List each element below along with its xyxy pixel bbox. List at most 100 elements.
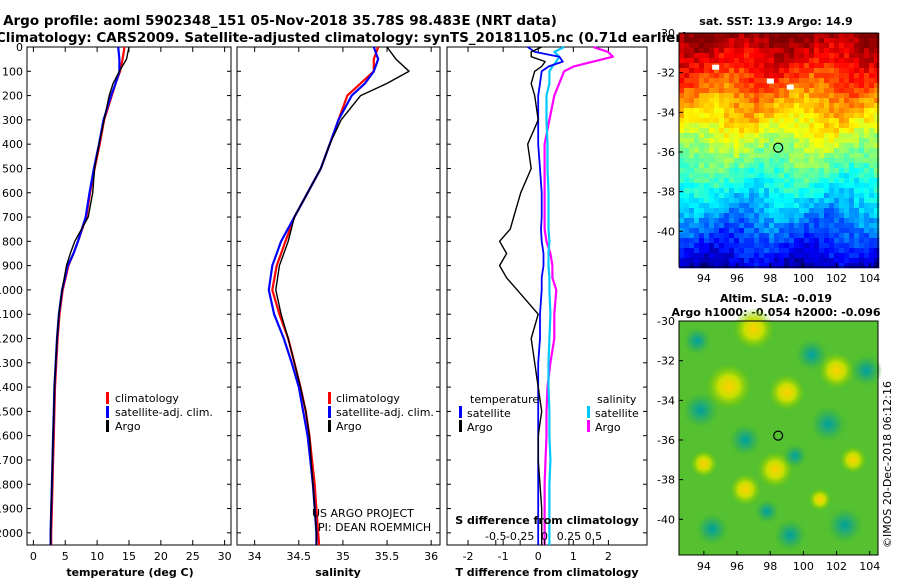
sst-cell <box>874 98 880 104</box>
sst-cell <box>869 123 875 129</box>
sst-cell <box>779 218 785 224</box>
sst-cell <box>844 103 850 109</box>
sst-cell <box>854 258 860 264</box>
sst-cell <box>804 238 810 244</box>
sst-cell <box>834 43 840 49</box>
sst-cell <box>824 208 830 214</box>
sst-cell <box>739 108 745 114</box>
sst-cell <box>844 128 850 134</box>
sst-cell <box>844 118 850 124</box>
sst-cell <box>829 43 835 49</box>
sst-cell <box>739 213 745 219</box>
sst-cell <box>694 53 700 59</box>
sst-cell <box>784 188 790 194</box>
sst-cell <box>864 38 870 44</box>
sst-cell <box>694 48 700 54</box>
sst-cell <box>744 178 750 184</box>
sst-cell <box>744 168 750 174</box>
sst-cell <box>829 113 835 119</box>
sst-cell <box>869 263 875 269</box>
sst-cell <box>794 58 800 64</box>
sst-cell <box>814 153 820 159</box>
sst-cell <box>749 103 755 109</box>
sst-cell <box>749 78 755 84</box>
sst-cell <box>789 93 795 99</box>
sst-cell <box>729 48 735 54</box>
sst-cell <box>779 143 785 149</box>
sst-cell <box>684 178 690 184</box>
sst-cell <box>689 138 695 144</box>
sst-cell <box>759 243 765 249</box>
sst-cell <box>719 238 725 244</box>
sst-cell <box>819 68 825 74</box>
sst-cell <box>719 53 725 59</box>
sst-cell <box>859 193 865 199</box>
sst-cell <box>749 128 755 134</box>
sst-cell <box>739 103 745 109</box>
sst-cell <box>739 48 745 54</box>
sst-cell <box>714 103 720 109</box>
sst-cell <box>739 248 745 254</box>
sst-cell <box>724 203 730 209</box>
sst-cell <box>844 138 850 144</box>
sst-cell <box>709 233 715 239</box>
sst-cell <box>734 228 740 234</box>
series-line-climatology <box>271 46 380 546</box>
sst-cell <box>754 68 760 74</box>
sst-cell <box>684 53 690 59</box>
sst-cell <box>784 88 790 94</box>
sst-cell <box>799 158 805 164</box>
sst-cell <box>779 223 785 229</box>
sst-cell <box>779 203 785 209</box>
sst-cell <box>779 33 785 39</box>
sst-cell <box>769 83 775 89</box>
sst-cell <box>734 258 740 264</box>
sla-high-anomaly <box>705 363 752 410</box>
sst-cell <box>859 253 865 259</box>
sst-cell <box>709 83 715 89</box>
sst-cell <box>714 203 720 209</box>
sst-cell <box>734 48 740 54</box>
sst-cell <box>784 78 790 84</box>
sst-cell <box>784 33 790 39</box>
sst-cell <box>759 228 765 234</box>
sst-cell <box>799 248 805 254</box>
sst-cell <box>709 263 715 269</box>
sst-cell <box>734 208 740 214</box>
sst-cell <box>804 163 810 169</box>
sst-cell <box>799 228 805 234</box>
sst-cell <box>759 198 765 204</box>
sst-cell <box>749 83 755 89</box>
sst-cell <box>699 228 705 234</box>
x-tick-label: 30 <box>218 550 232 563</box>
sst-cell <box>719 153 725 159</box>
sst-cell <box>744 98 750 104</box>
sst-cell <box>799 73 805 79</box>
sst-cell <box>684 93 690 99</box>
sst-cell <box>679 143 685 149</box>
sst-cell <box>839 53 845 59</box>
legend-swatch-argo <box>328 420 331 432</box>
sst-cell <box>834 173 840 179</box>
sst-cell <box>809 168 815 174</box>
sst-cell <box>779 83 785 89</box>
sst-cell <box>814 123 820 129</box>
sst-cell <box>849 243 855 249</box>
sst-cell <box>829 193 835 199</box>
sst-cell <box>714 168 720 174</box>
sst-cell <box>824 73 830 79</box>
sst-cell <box>764 198 770 204</box>
map-x-tick-label: 100 <box>793 272 814 285</box>
sst-cell <box>859 113 865 119</box>
sst-cell <box>689 48 695 54</box>
sst-cell <box>824 188 830 194</box>
sst-cell <box>779 183 785 189</box>
sst-cell <box>859 243 865 249</box>
sst-cell <box>869 243 875 249</box>
sst-cell <box>779 158 785 164</box>
sst-cell <box>699 118 705 124</box>
sst-cell <box>814 188 820 194</box>
sst-cell <box>844 68 850 74</box>
sst-cell <box>804 213 810 219</box>
sst-cell <box>679 103 685 109</box>
